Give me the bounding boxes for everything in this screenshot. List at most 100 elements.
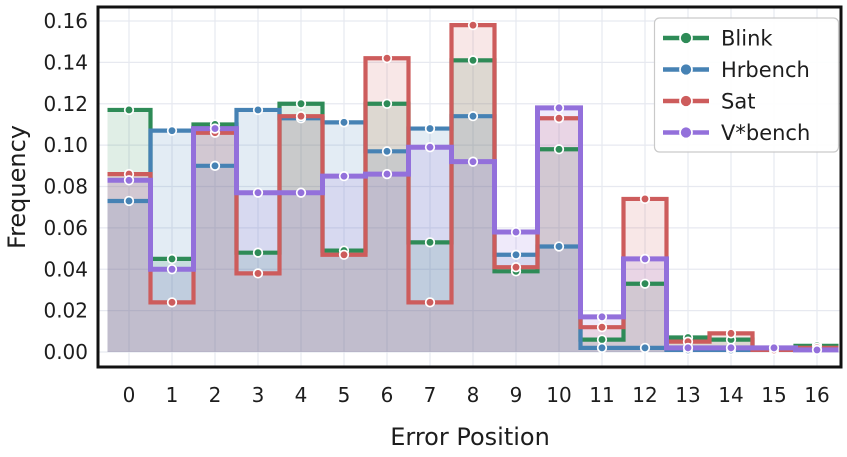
series-sat-fill	[107, 25, 839, 352]
series-blink-marker	[166, 253, 178, 265]
legend-item-vbench: V*bench	[663, 121, 810, 145]
series-blink-marker	[553, 144, 565, 155]
series-vbench-marker	[209, 123, 221, 134]
series-sat-marker	[381, 53, 393, 64]
y-tick-label: 0.06	[43, 216, 88, 240]
x-tick-label: 5	[338, 383, 351, 407]
series-vbench-marker	[725, 342, 737, 354]
series-sat-marker	[424, 297, 436, 308]
x-tick-label: 14	[718, 383, 743, 407]
series-vbench-marker	[338, 171, 350, 182]
series-hrbench-marker	[510, 249, 522, 260]
series-hrbench-marker	[467, 111, 479, 122]
series-vbench-fill	[107, 107, 839, 352]
legend-label-sat: Sat	[721, 90, 755, 114]
legend-item-hrbench: Hrbench	[663, 58, 810, 82]
x-axis-title: Error Position	[390, 423, 550, 451]
series-sat-marker	[725, 328, 737, 339]
series-vbench	[107, 102, 839, 356]
x-tick-label: 3	[252, 383, 265, 407]
series-vbench-marker	[166, 264, 178, 275]
legend-label-vbench: V*bench	[721, 121, 810, 145]
x-tick-label: 13	[675, 383, 700, 407]
series-vbench-marker	[553, 102, 565, 114]
series-hrbench-marker	[338, 117, 350, 128]
x-tick-label: 4	[295, 383, 308, 407]
series-vbench-marker	[682, 342, 694, 354]
series-sat-marker	[252, 268, 264, 279]
series-sat-marker	[510, 262, 522, 273]
series-blink-marker	[639, 278, 651, 289]
y-tick-label: 0.08	[43, 175, 88, 199]
series-vbench-marker	[811, 344, 823, 356]
y-tick-label: 0.16	[43, 9, 88, 33]
series-vbench-marker	[252, 187, 264, 198]
series-blink-marker	[424, 237, 436, 248]
x-tick-label: 15	[761, 383, 786, 407]
x-tick-label: 10	[546, 383, 571, 407]
y-tick-label: 0.14	[43, 50, 88, 74]
series-hrbench-marker	[252, 104, 264, 116]
x-tick-label: 6	[381, 383, 394, 407]
legend-item-sat: Sat	[663, 90, 755, 114]
series-vbench-marker	[510, 226, 522, 238]
tick-labels: 0.000.020.040.060.080.100.120.140.160 1 2 3…	[43, 9, 829, 407]
x-tick-label: 12	[632, 383, 657, 407]
series-sat-marker	[166, 297, 178, 308]
axes-spines	[96, 5, 843, 369]
series-vbench-line	[107, 105, 839, 353]
series-blink-marker	[123, 104, 135, 116]
series-sat-marker	[553, 113, 565, 124]
series-hrbench-marker	[596, 342, 608, 354]
series-sat-marker	[467, 19, 479, 31]
y-axis-title: Frequency	[3, 125, 31, 249]
series-vbench-marker	[424, 142, 436, 153]
y-tick-label: 0.04	[43, 257, 88, 281]
series-blink-marker	[596, 334, 608, 345]
x-tick-label: 8	[467, 383, 480, 407]
series-blink-fill	[107, 60, 839, 353]
legend-marker-dot	[679, 31, 693, 45]
series-hrbench-marker	[639, 342, 651, 354]
legend-label-hrbench: Hrbench	[721, 58, 810, 82]
series-vbench-marker	[295, 187, 307, 198]
legend-marker-dot	[679, 125, 693, 140]
x-tick-label: 2	[209, 383, 222, 407]
y-tick-label: 0.12	[43, 92, 88, 116]
legend-marker-dot	[679, 62, 693, 77]
x-tick-label: 9	[510, 383, 523, 407]
series-vbench-marker	[381, 168, 393, 180]
series-sat-marker	[596, 322, 608, 333]
series-hrbench-marker	[381, 146, 393, 157]
legend-item-blink: Blink	[663, 27, 773, 51]
y-tick-label: 0.10	[43, 133, 88, 157]
series-fills	[107, 25, 839, 353]
gridlines	[98, 7, 841, 367]
x-tick-label: 16	[804, 383, 829, 407]
legend-label-blink: Blink	[721, 27, 773, 51]
series-hrbench-marker	[424, 123, 436, 134]
series-hrbench-fill	[107, 109, 839, 352]
x-tick-label: 7	[424, 383, 437, 407]
series-vbench-marker	[596, 311, 608, 322]
y-tick-label: 0.02	[43, 299, 88, 323]
series-sat-marker	[639, 193, 651, 205]
x-tick-label: 1	[166, 383, 179, 407]
series-vbench-marker	[467, 156, 479, 167]
legend-marker-dot	[679, 94, 693, 108]
series-hrbench-marker	[553, 241, 565, 252]
series-hrbench-marker	[166, 125, 178, 136]
series-blink-marker	[252, 247, 264, 258]
series-blink-marker	[381, 98, 393, 109]
x-tick-label: 0	[123, 383, 136, 407]
series-sat-marker	[338, 249, 350, 260]
series-vbench-marker	[639, 253, 651, 265]
x-tick-label: 11	[589, 383, 614, 407]
y-tick-label: 0.00	[43, 340, 88, 364]
legend-box	[653, 17, 840, 153]
series-vbench-marker	[768, 342, 780, 354]
series-sat-marker	[295, 111, 307, 122]
plot-border	[96, 5, 843, 369]
